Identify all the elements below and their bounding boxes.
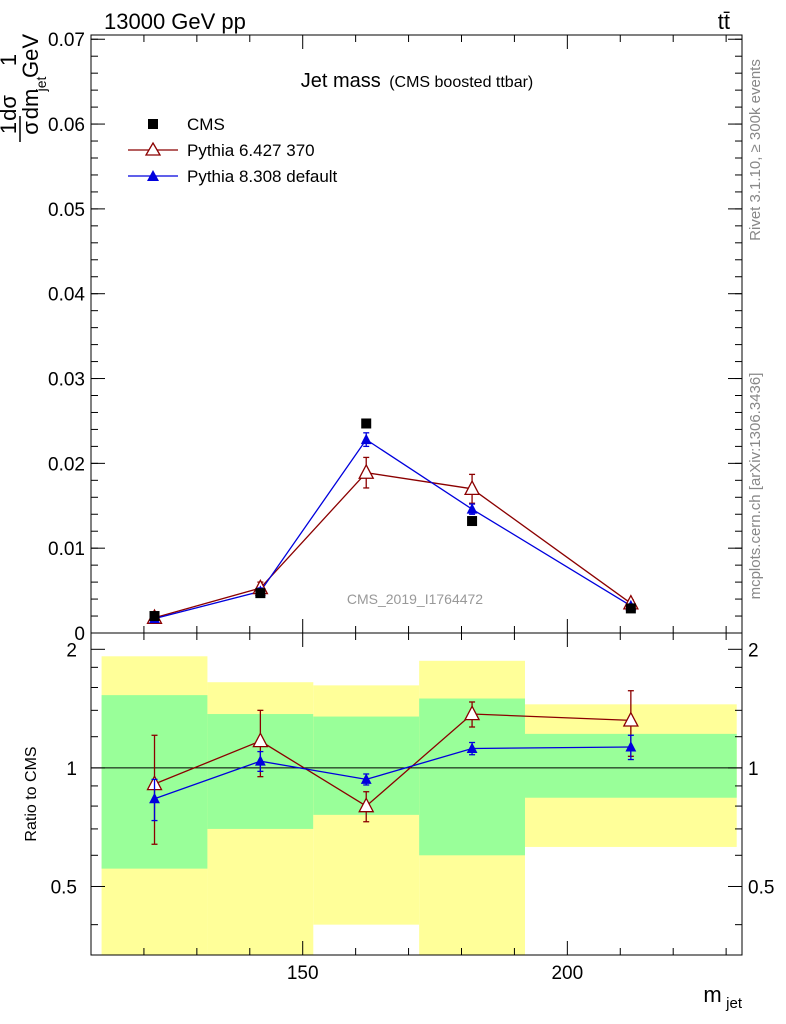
pythia8-point [360, 433, 372, 445]
ratio-series-group [146, 690, 639, 845]
main-panel: 0 0.01 0.02 0.03 0.04 0.05 0.06 0.07 1 σ dσ dm … [0, 30, 743, 645]
ratio-pythia8-point [625, 740, 637, 752]
x-axis-label-sub: jet [725, 995, 743, 1012]
ratio-x-axis: 150 200 [90, 633, 727, 984]
ratio-pythia6-point [358, 796, 375, 813]
legend-pythia8-label: Pythia 8.308 default [187, 167, 338, 186]
ratio-ytick-label: 1 [66, 759, 77, 780]
legend-pythia6-marker [144, 141, 162, 156]
chart-title-sub: (CMS boosted ttbar) [389, 74, 533, 91]
ratio-pythia8-point [254, 755, 266, 766]
ratio-ytick-label-right: 0.5 [748, 877, 774, 898]
ylabel-dsigma: dσ [0, 95, 21, 121]
chart-title: Jet mass (CMS boosted ttbar) [301, 70, 534, 92]
main-ytick-label: 0 [74, 624, 85, 645]
rivet-label: Rivet 3.1.10, ≥ 300k events [747, 59, 764, 241]
legend-item-pythia6: Pythia 6.427 370 [128, 141, 315, 160]
ratio-ytick-label: 0.5 [51, 877, 77, 898]
ratio-ytick-label-right: 2 [748, 640, 759, 661]
main-ytick-label: 0.05 [48, 200, 85, 221]
cms-point [255, 588, 266, 599]
pythia8-point [466, 503, 478, 514]
cms-point [149, 611, 160, 622]
pythia6-point [463, 479, 481, 496]
legend-item-cms: CMS [148, 115, 225, 134]
cms-point [625, 603, 636, 614]
mcplots-label: mcplots.cern.ch [arXiv:1306.3436] [747, 373, 764, 600]
main-y-axis-label: 1 σ dσ dm jet 1 GeV [0, 34, 49, 142]
ylabel-units-one: 1 [0, 54, 21, 66]
main-ytick-label: 0.07 [48, 30, 85, 51]
legend-pythia8-marker [147, 170, 159, 181]
legend-cms-marker [148, 119, 158, 129]
main-ytick-label: 0.02 [48, 454, 85, 475]
ratio-pythia6-point [252, 731, 269, 748]
ratio-pythia8-point [360, 773, 372, 784]
main-ytick-label: 0.04 [48, 285, 85, 306]
ylabel-dm: dm [18, 89, 43, 120]
main-series-group [146, 418, 639, 624]
ratio-y-axis-label: Ratio to CMS [23, 746, 40, 841]
ratio-frame [90, 632, 743, 956]
ratio-xtick-label: 200 [551, 963, 583, 984]
ylabel-sigma: σ [18, 121, 43, 135]
ratio-bands [101, 656, 737, 955]
cms-point [467, 516, 478, 527]
header-right: tt̄ [718, 9, 730, 34]
ratio-y-axis: 0.5 0.5 1 1 2 2 [51, 640, 774, 926]
ratio-pythia6-point [622, 711, 639, 727]
main-ytick-label: 0.06 [48, 115, 85, 136]
main-x-ticks [90, 35, 727, 633]
ratio-pythia8-point [466, 742, 478, 754]
analysis-watermark: CMS_2019_I1764472 [347, 591, 483, 607]
ratio-pythia6-point [463, 704, 481, 721]
legend: CMS Pythia 6.427 370 Pythia 8.308 defaul… [128, 115, 338, 186]
ratio-pythia8-point [149, 792, 160, 804]
chart-title-main: Jet mass [301, 70, 381, 92]
main-y-axis: 0 0.01 0.02 0.03 0.04 0.05 0.06 0.07 [48, 30, 742, 645]
ylabel-jet-sub: jet [33, 77, 49, 93]
ratio-xtick-label: 150 [287, 963, 319, 984]
legend-item-pythia8: Pythia 8.308 default [128, 167, 338, 186]
legend-pythia6-label: Pythia 6.427 370 [187, 141, 315, 160]
ratio-ytick-label-right: 1 [748, 759, 759, 780]
main-ytick-label: 0.01 [48, 539, 85, 560]
ylabel-one: 1 [0, 122, 21, 134]
pythia6-point [358, 463, 375, 479]
header-left: 13000 GeV pp [104, 9, 246, 34]
x-axis-label: m jet [703, 982, 742, 1012]
cms-point [361, 418, 372, 429]
ratio-ytick-label: 2 [66, 640, 77, 661]
ylabel-gev: GeV [18, 34, 43, 78]
legend-cms-label: CMS [187, 115, 225, 134]
main-ytick-label: 0.03 [48, 370, 85, 391]
x-axis-label-main: m [703, 982, 721, 1007]
ratio-panel: 0.5 0.5 1 1 2 2 150 200 Ratio to CMS m jet [23, 632, 774, 1012]
